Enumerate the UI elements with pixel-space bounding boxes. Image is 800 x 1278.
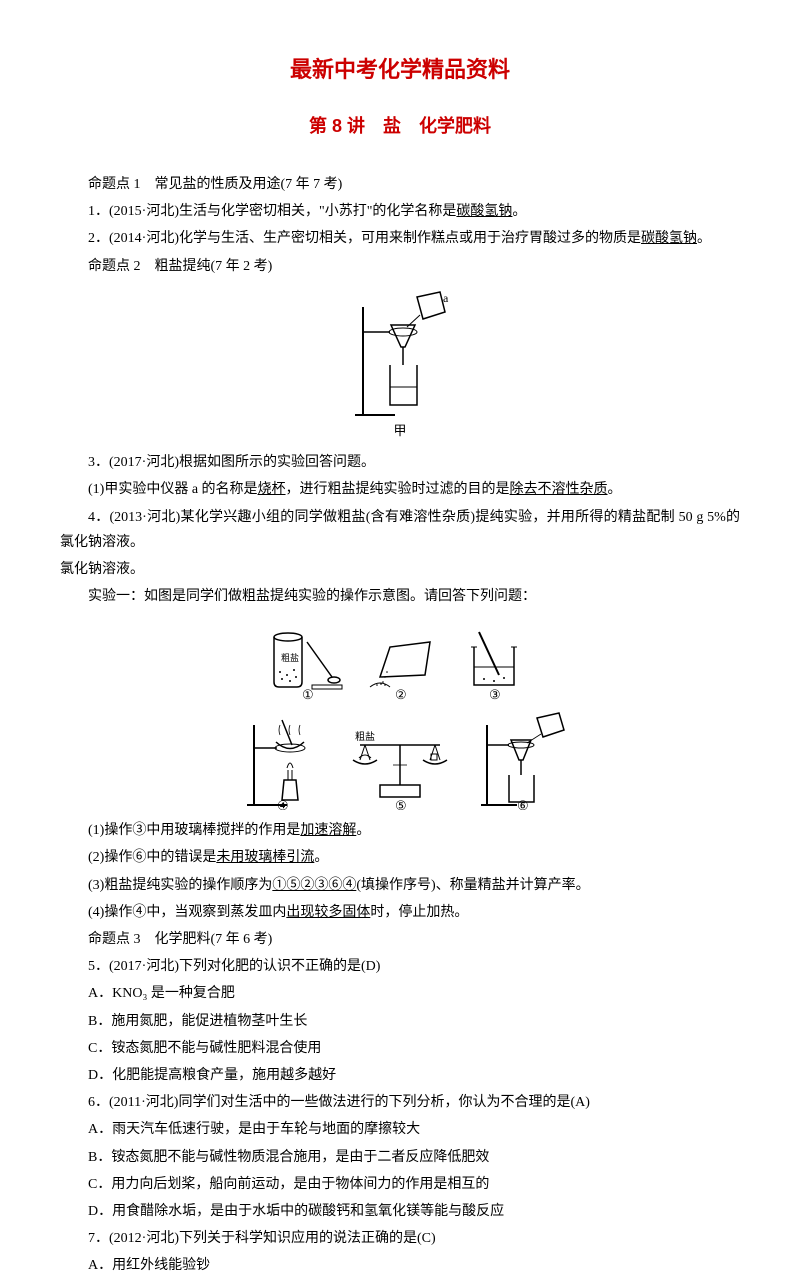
label-4: ④ (277, 798, 289, 810)
q4-2-ans: 未用玻璃棒引流 (216, 850, 314, 865)
q4-4-prefix: (4)操作④中，当观察到蒸发皿内 (88, 905, 286, 920)
label-2: ② (395, 687, 407, 702)
q4-1-prefix: (1)操作③中用玻璃棒搅拌的作用是 (88, 823, 300, 838)
label-1: ① (302, 687, 314, 702)
topic3-heading: 命题点 3 化学肥料(7 年 6 考) (60, 927, 740, 952)
salt-label: 粗盐 (355, 730, 375, 743)
step2-icon: ② (355, 617, 445, 702)
q6: 6．(2011·河北)同学们对生活中的一些做法进行的下列分析，你认为不合理的是(… (60, 1090, 740, 1115)
figure-row-2: ④ 粗盐 ⑤ (60, 710, 740, 810)
q3-1-ans1: 烧杯 (258, 482, 286, 497)
q4-1: (1)操作③中用玻璃棒搅拌的作用是加速溶解。 (60, 818, 740, 843)
label-5: ⑤ (395, 798, 407, 810)
q4-3-ans: ①⑤②③⑥④ (272, 878, 356, 893)
figure-jia-caption: 甲 (60, 419, 740, 442)
label-a: a (443, 291, 449, 305)
step3-icon: ③ (449, 617, 539, 702)
step1-icon: 粗盐 ① (262, 617, 352, 702)
q4-4: (4)操作④中，当观察到蒸发皿内出现较多固体时，停止加热。 (60, 900, 740, 925)
q4-2: (2)操作⑥中的错误是未用玻璃棒引流。 (60, 845, 740, 870)
q3-1: (1)甲实验中仪器 a 的名称是烧杯，进行粗盐提纯实验时过滤的目的是除去不溶性杂… (60, 477, 740, 502)
figure-row-1: 粗盐 ① ② ③ (60, 617, 740, 702)
q2-suffix: 。 (697, 231, 711, 246)
q6c: C．用力向后划桨，船向前运动，是由于物体间力的作用是相互的 (60, 1172, 740, 1197)
step5-icon: 粗盐 ⑤ (335, 710, 465, 810)
q3-1-prefix: (1)甲实验中仪器 a 的名称是 (88, 482, 258, 497)
q3-1-mid: ，进行粗盐提纯实验时过滤的目的是 (286, 482, 510, 497)
content-area: 命题点 1 常见盐的性质及用途(7 年 7 考) 1．(2015·河北)生活与化… (60, 172, 740, 1278)
q5c: C．铵态氮肥不能与碱性肥料混合使用 (60, 1036, 740, 1061)
q5b: B．施用氮肥，能促进植物茎叶生长 (60, 1009, 740, 1034)
q3-1-suffix: 。 (608, 482, 622, 497)
q7a: A．用红外线能验钞 (60, 1253, 740, 1278)
q2: 2．(2014·河北)化学与生活、生产密切相关，可用来制作糕点或用于治疗胃酸过多… (60, 226, 740, 251)
q4-exp: 实验一：如图是同学们做粗盐提纯实验的操作示意图。请回答下列问题： (60, 584, 740, 609)
step4-icon: ④ (232, 710, 332, 810)
jar-label: 粗盐 (281, 652, 299, 663)
q5d: D．化肥能提高粮食产量，施用越多越好 (60, 1063, 740, 1088)
q4-3-suffix: (填操作序号)、称量精盐并计算产率。 (356, 878, 589, 893)
q3: 3．(2017·河北)根据如图所示的实验回答问题。 (60, 450, 740, 475)
label-3: ③ (489, 687, 501, 702)
filter-apparatus-icon: a (345, 287, 455, 417)
q4-3-prefix: (3)粗盐提纯实验的操作顺序为 (88, 878, 272, 893)
q2-prefix: 2．(2014·河北)化学与生活、生产密切相关，可用来制作糕点或用于治疗胃酸过多… (88, 231, 641, 246)
q4-1-ans: 加速溶解 (300, 823, 356, 838)
topic2-heading: 命题点 2 粗盐提纯(7 年 2 考) (60, 254, 740, 279)
q2-answer: 碳酸氢钠 (641, 231, 697, 246)
q6b: B．铵态氮肥不能与碱性物质混合施用，是由于二者反应降低肥效 (60, 1145, 740, 1170)
figure-jia: a 甲 (60, 287, 740, 442)
q6a: A．雨天汽车低速行驶，是由于车轮与地面的摩擦较大 (60, 1117, 740, 1142)
q6d: D．用食醋除水垢，是由于水垢中的碳酸钙和氢氧化镁等能与酸反应 (60, 1199, 740, 1224)
topic1-heading: 命题点 1 常见盐的性质及用途(7 年 7 考) (60, 172, 740, 197)
q7: 7．(2012·河北)下列关于科学知识应用的说法正确的是(C) (60, 1226, 740, 1251)
q1-answer: 碳酸氢钠 (456, 204, 512, 219)
q1-suffix: 。 (512, 204, 526, 219)
q4-4-ans: 出现较多固体 (286, 905, 370, 920)
q4-2-suffix: 。 (314, 850, 328, 865)
step6-icon: ⑥ (469, 710, 569, 810)
label-6: ⑥ (517, 798, 529, 810)
main-title: 最新中考化学精品资料 (60, 50, 740, 90)
q5a: A．KNO₃ 是一种复合肥 (60, 981, 740, 1006)
q4: 4．(2013·河北)某化学兴趣小组的同学做粗盐(含有难溶性杂质)提纯实验，并用… (60, 505, 740, 555)
q4-3: (3)粗盐提纯实验的操作顺序为①⑤②③⑥④(填操作序号)、称量精盐并计算产率。 (60, 873, 740, 898)
q4-1-suffix: 。 (356, 823, 370, 838)
q4-continue: 氯化钠溶液。 (60, 557, 740, 582)
q1-prefix: 1．(2015·河北)生活与化学密切相关，"小苏打"的化学名称是 (88, 204, 456, 219)
q3-1-ans2: 除去不溶性杂质 (510, 482, 608, 497)
q5: 5．(2017·河北)下列对化肥的认识不正确的是(D) (60, 954, 740, 979)
sub-title: 第 8 讲 盐 化学肥料 (60, 110, 740, 142)
q1: 1．(2015·河北)生活与化学密切相关，"小苏打"的化学名称是碳酸氢钠。 (60, 199, 740, 224)
q4-4-suffix: 时，停止加热。 (370, 905, 468, 920)
q4-2-prefix: (2)操作⑥中的错误是 (88, 850, 216, 865)
